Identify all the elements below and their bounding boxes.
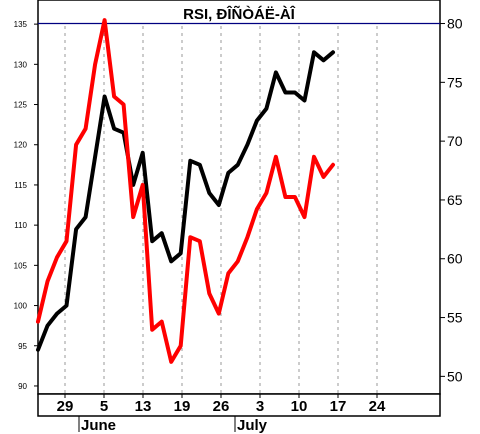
- left-axis: 90 95 100 105 110 115 120 125 130 135: [14, 20, 38, 391]
- chart-title: RSI, ĐÎÑÒÁË-ÀÎ: [183, 5, 296, 23]
- series-line-2: [36, 18, 335, 364]
- left-tick-label: 125: [14, 101, 28, 110]
- right-tick-label: 55: [447, 310, 463, 326]
- month-axis: June July: [78, 416, 268, 434]
- left-tick-label: 95: [18, 342, 27, 351]
- series-line-1: [36, 50, 335, 352]
- left-tick-label: 110: [14, 221, 27, 230]
- x-tick-label: 29: [57, 398, 74, 415]
- series-layer: [36, 18, 335, 364]
- x-tick-label: 26: [213, 398, 230, 415]
- left-tick-label: 90: [18, 382, 27, 391]
- x-tick-label: 19: [174, 398, 191, 415]
- right-axis: 50 55 60 65 70 75 80: [440, 16, 463, 384]
- left-tick-label: 100: [14, 302, 28, 311]
- month-label: June: [81, 417, 116, 434]
- x-tick-label: 17: [330, 398, 347, 415]
- right-tick-label: 65: [447, 192, 463, 208]
- plot-frame: [37, 0, 441, 395]
- x-tick-label: 3: [256, 398, 264, 415]
- x-axis: 29 5 13 19 26 3 10 17 24: [57, 394, 386, 415]
- x-tick-label: 5: [100, 398, 108, 415]
- month-label: July: [237, 417, 268, 434]
- date-axis-strip: [37, 393, 441, 417]
- left-tick-label: 135: [14, 20, 28, 29]
- x-tick-label: 24: [369, 398, 386, 415]
- right-tick-label: 50: [447, 368, 463, 384]
- right-tick-label: 70: [447, 133, 463, 149]
- left-tick-label: 115: [14, 181, 27, 190]
- left-tick-label: 130: [14, 60, 28, 69]
- x-tick-label: 13: [135, 398, 152, 415]
- right-tick-label: 60: [447, 251, 463, 267]
- right-tick-label: 80: [447, 16, 463, 32]
- left-tick-label: 120: [14, 141, 28, 150]
- right-tick-label: 75: [447, 74, 463, 90]
- x-tick-label: 10: [291, 398, 308, 415]
- left-tick-label: 105: [14, 261, 28, 270]
